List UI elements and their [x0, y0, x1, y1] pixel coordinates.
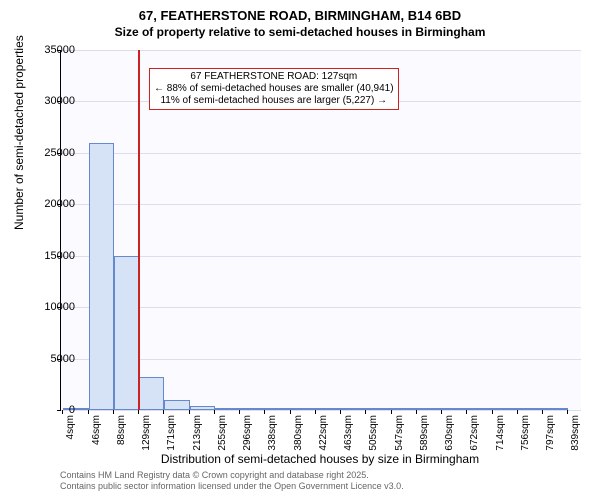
footer-line2: Contains public sector information licen…	[60, 481, 404, 492]
x-tick-label: 255sqm	[217, 415, 228, 451]
x-tick-label: 839sqm	[570, 415, 581, 451]
histogram-bar	[291, 408, 316, 410]
x-tick-mark	[113, 410, 114, 414]
footer-attribution: Contains HM Land Registry data © Crown c…	[60, 470, 404, 492]
x-tick-mark	[416, 410, 417, 414]
x-tick-label: 4sqm	[65, 415, 76, 439]
x-tick-mark	[88, 410, 89, 414]
annotation-line: 11% of semi-detached houses are larger (…	[154, 95, 394, 107]
x-tick-label: 463sqm	[343, 415, 354, 451]
x-tick-label: 672sqm	[469, 415, 480, 451]
footer-line1: Contains HM Land Registry data © Crown c…	[60, 470, 404, 481]
histogram-bar	[89, 143, 114, 410]
y-tick-label: 30000	[35, 95, 75, 107]
y-tick-label: 15000	[35, 250, 75, 262]
x-tick-label: 422sqm	[318, 415, 329, 451]
x-tick-mark	[163, 410, 164, 414]
y-tick-label: 10000	[35, 301, 75, 313]
chart-title-main: 67, FEATHERSTONE ROAD, BIRMINGHAM, B14 6…	[0, 0, 600, 23]
x-tick-mark	[239, 410, 240, 414]
x-tick-mark	[138, 410, 139, 414]
x-tick-label: 88sqm	[116, 415, 127, 445]
histogram-bar	[240, 408, 265, 410]
x-tick-mark	[214, 410, 215, 414]
annotation-line: ← 88% of semi-detached houses are smalle…	[154, 83, 394, 95]
property-marker-line	[138, 50, 140, 410]
histogram-bar	[442, 408, 467, 410]
x-tick-label: 129sqm	[141, 415, 152, 451]
x-tick-mark	[542, 410, 543, 414]
plot-background: 67 FEATHERSTONE ROAD: 127sqm← 88% of sem…	[60, 50, 581, 411]
x-tick-label: 714sqm	[495, 415, 506, 451]
histogram-bar	[467, 408, 492, 410]
x-tick-label: 797sqm	[545, 415, 556, 451]
x-tick-label: 547sqm	[394, 415, 405, 451]
x-tick-label: 630sqm	[444, 415, 455, 451]
x-tick-label: 756sqm	[520, 415, 531, 451]
y-tick-label: 5000	[35, 353, 75, 365]
x-tick-label: 46sqm	[91, 415, 102, 445]
y-axis-label: Number of semi-detached properties	[12, 35, 26, 230]
x-axis-label: Distribution of semi-detached houses by …	[60, 452, 580, 466]
histogram-bar	[417, 408, 442, 410]
histogram-bar	[341, 408, 366, 410]
x-tick-mark	[365, 410, 366, 414]
x-tick-label: 338sqm	[267, 415, 278, 451]
annotation-box: 67 FEATHERSTONE ROAD: 127sqm← 88% of sem…	[149, 68, 399, 110]
histogram-bar	[164, 400, 189, 410]
x-tick-mark	[340, 410, 341, 414]
x-tick-label: 296sqm	[242, 415, 253, 451]
histogram-bar	[265, 408, 290, 410]
x-tick-mark	[567, 410, 568, 414]
y-tick-label: 25000	[35, 147, 75, 159]
histogram-bar	[190, 406, 215, 410]
x-tick-mark	[290, 410, 291, 414]
histogram-bar	[392, 408, 417, 410]
x-tick-mark	[264, 410, 265, 414]
chart-container: 67, FEATHERSTONE ROAD, BIRMINGHAM, B14 6…	[0, 0, 600, 500]
x-tick-label: 380sqm	[293, 415, 304, 451]
x-tick-mark	[466, 410, 467, 414]
y-tick-label: 0	[35, 404, 75, 416]
y-tick-label: 20000	[35, 198, 75, 210]
plot-area: 67 FEATHERSTONE ROAD: 127sqm← 88% of sem…	[60, 50, 580, 410]
x-tick-label: 589sqm	[419, 415, 430, 451]
x-tick-mark	[189, 410, 190, 414]
x-tick-label: 505sqm	[368, 415, 379, 451]
x-tick-mark	[391, 410, 392, 414]
x-tick-label: 171sqm	[166, 415, 177, 451]
histogram-bar	[215, 408, 240, 410]
grid-line	[61, 410, 581, 411]
histogram-bar	[366, 408, 391, 410]
histogram-bar	[493, 408, 518, 410]
annotation-line: 67 FEATHERSTONE ROAD: 127sqm	[154, 71, 394, 83]
histogram-bar	[518, 408, 543, 410]
x-tick-mark	[315, 410, 316, 414]
histogram-bar	[316, 408, 341, 410]
x-tick-mark	[492, 410, 493, 414]
x-tick-mark	[517, 410, 518, 414]
x-tick-mark	[441, 410, 442, 414]
chart-title-sub: Size of property relative to semi-detach…	[0, 23, 600, 39]
histogram-bar	[543, 408, 568, 410]
y-tick-label: 35000	[35, 44, 75, 56]
histogram-bar	[139, 377, 164, 410]
x-tick-label: 213sqm	[192, 415, 203, 451]
histogram-bar	[114, 256, 139, 410]
